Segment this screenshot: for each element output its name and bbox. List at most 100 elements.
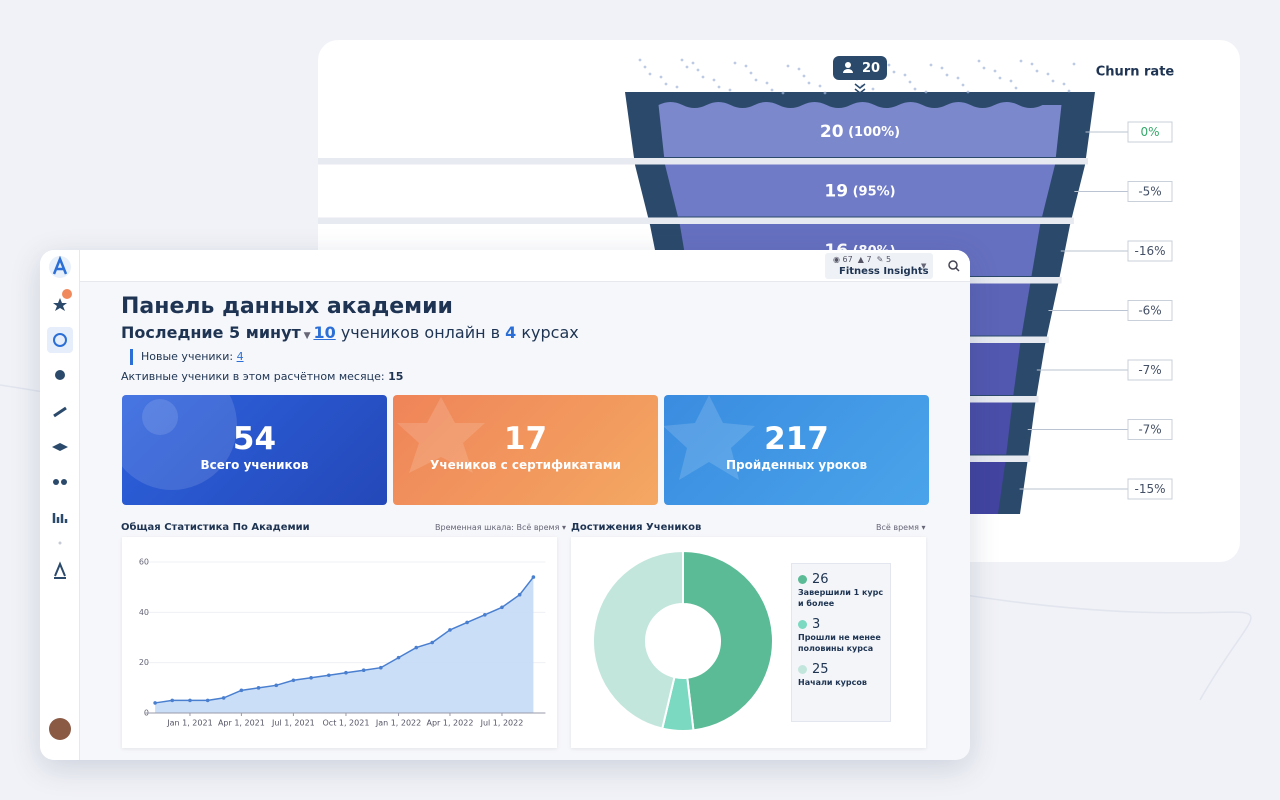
decor-dot xyxy=(733,61,737,65)
data-point[interactable] xyxy=(414,645,419,650)
nav-icon[interactable] xyxy=(53,406,67,418)
data-point[interactable] xyxy=(361,668,366,673)
data-point[interactable] xyxy=(465,620,469,625)
data-point[interactable] xyxy=(291,678,296,683)
logo xyxy=(52,255,68,275)
churn-box xyxy=(1127,419,1173,440)
decor-dot xyxy=(807,81,811,85)
nav-icon[interactable] xyxy=(53,479,59,485)
decor-dot xyxy=(998,76,1002,80)
legend-row: 3 xyxy=(798,617,884,632)
decor-dot xyxy=(823,91,827,95)
notification-dot xyxy=(62,289,72,299)
courses-count: 4 xyxy=(505,323,517,342)
data-point[interactable] xyxy=(531,575,536,579)
data-point[interactable] xyxy=(239,688,244,693)
new-students-label: Новые ученики: xyxy=(141,350,234,363)
decor-dot xyxy=(871,87,875,91)
decor-dot xyxy=(945,73,949,77)
period-selector[interactable]: Последние 5 минут xyxy=(121,323,301,342)
data-point[interactable] xyxy=(448,628,452,632)
data-point[interactable] xyxy=(379,665,383,670)
legend-value: 25 xyxy=(812,662,829,677)
user-avatar[interactable] xyxy=(49,718,71,740)
data-point[interactable] xyxy=(274,683,279,688)
period-selector[interactable]: Всё время ▾ xyxy=(876,523,926,532)
nav-icon[interactable] xyxy=(53,298,67,311)
data-point[interactable] xyxy=(344,670,348,675)
data-point[interactable] xyxy=(430,640,435,645)
chart-title: Достижения Учеников xyxy=(571,522,702,533)
online-text: учеников онлайн в xyxy=(340,323,501,342)
churn-box xyxy=(1127,240,1173,262)
stat: 5 xyxy=(885,255,892,264)
decor-dot xyxy=(786,64,790,68)
donut-slice[interactable] xyxy=(592,549,684,730)
data-point[interactable] xyxy=(396,655,401,660)
page-title: Панель данных академии xyxy=(121,294,453,319)
decor-dot xyxy=(1030,62,1034,66)
new-students-link[interactable]: 4 xyxy=(236,350,244,363)
data-point[interactable] xyxy=(153,701,157,705)
churn-title: Churn rate xyxy=(1096,65,1175,80)
stat-card[interactable]: 217 Пройденных уроков xyxy=(664,395,929,505)
legend: 26 Завершили 1 курс и более 3 Прошли не мен… xyxy=(791,563,891,722)
data-point[interactable] xyxy=(188,698,192,703)
data-point[interactable] xyxy=(500,605,504,610)
decor xyxy=(397,397,485,473)
search-button[interactable] xyxy=(940,256,965,276)
decor-dot xyxy=(696,68,700,72)
decor-dot xyxy=(648,72,652,76)
decor-dot xyxy=(685,65,689,69)
data-point[interactable] xyxy=(483,613,487,617)
decor-dot xyxy=(913,87,917,91)
decor-dot xyxy=(691,61,695,65)
nav-icon[interactable] xyxy=(55,370,65,380)
card-label: Всего учеников xyxy=(200,458,309,472)
nav-icon[interactable] xyxy=(54,561,66,579)
data-point[interactable] xyxy=(517,592,522,597)
data-point[interactable] xyxy=(170,698,175,703)
x-tick-label: Jul 1, 2021 xyxy=(271,719,315,728)
legend-value: 3 xyxy=(812,617,821,632)
churn-value: -7% xyxy=(1138,363,1161,377)
churn-value: -16% xyxy=(1134,244,1165,258)
stage-count: 20 xyxy=(820,122,844,142)
active-students: Активные ученики в этом расчётном месяце… xyxy=(121,370,403,383)
churn-box xyxy=(1127,478,1173,500)
donut-chart xyxy=(592,549,774,732)
nav-active[interactable] xyxy=(47,327,73,353)
data-point[interactable] xyxy=(221,696,226,700)
decor-dot xyxy=(1009,79,1013,83)
decor-dot xyxy=(908,80,912,84)
legend-label: Завершили 1 курс и более xyxy=(798,588,884,608)
online-count-link[interactable]: 10 xyxy=(313,323,336,342)
data-point[interactable] xyxy=(327,673,331,678)
stat-card[interactable]: 17 Учеников с сертификатами xyxy=(393,395,658,505)
timescale-selector[interactable]: Временная шкала: Всё время ▾ xyxy=(435,523,566,532)
data-point[interactable] xyxy=(256,686,261,690)
stat-card[interactable]: 54 Всего учеников xyxy=(122,395,387,505)
card-label: Учеников с сертификатами xyxy=(430,458,621,472)
top-bar: ◉ 67 ▲ 7 ✎ 5 Fitness Insights ▼ xyxy=(80,250,970,282)
churn-value: -15% xyxy=(1134,482,1165,496)
churn-value: 0% xyxy=(1140,125,1159,139)
churn-box xyxy=(1127,121,1173,143)
x-tick-label: Jul 1, 2022 xyxy=(480,719,524,728)
nav-icon[interactable] xyxy=(52,443,68,451)
x-tick-label: Jan 1, 2022 xyxy=(375,719,421,728)
data-point[interactable] xyxy=(309,675,313,680)
churn-value: -6% xyxy=(1138,304,1161,318)
churn-box xyxy=(1127,300,1173,321)
decor-dot xyxy=(887,63,891,67)
period-value: Всё время xyxy=(876,523,919,532)
nav-icon[interactable] xyxy=(52,513,68,523)
donut-slice[interactable] xyxy=(682,549,774,732)
data-point[interactable] xyxy=(205,698,210,703)
workspace-selector[interactable]: ◉ 67 ▲ 7 ✎ 5 Fitness Insights ▼ xyxy=(825,253,933,279)
decor-dot xyxy=(924,90,928,94)
decor-dot xyxy=(781,91,785,95)
decor xyxy=(122,395,237,490)
divider xyxy=(58,541,62,545)
